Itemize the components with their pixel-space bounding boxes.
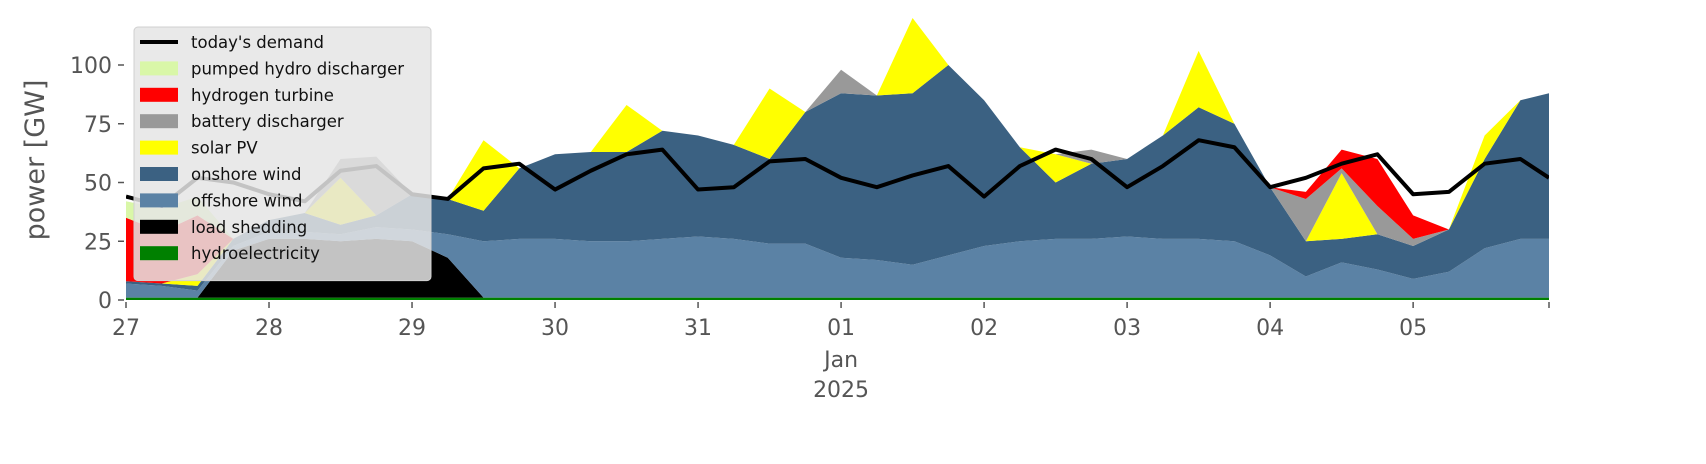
legend-swatch — [140, 246, 178, 261]
y-tick-label: 25 — [84, 230, 112, 255]
y-tick-label: 75 — [84, 113, 112, 138]
legend-label: onshore wind — [191, 165, 302, 184]
legend-swatch — [140, 87, 178, 102]
x-tick-label: 30 — [541, 316, 569, 341]
x-tick-label: 01 — [827, 316, 855, 341]
area — [126, 297, 1549, 300]
legend-swatch — [140, 193, 178, 208]
legend-swatch — [140, 219, 178, 234]
x-tick-label: 05 — [1399, 316, 1427, 341]
x-tick-label: 04 — [1256, 316, 1284, 341]
legend-label: solar PV — [191, 139, 258, 158]
legend-swatch — [140, 61, 178, 76]
area — [126, 18, 1549, 286]
legend-label: offshore wind — [191, 191, 302, 210]
legend-label: hydrogen turbine — [191, 86, 334, 105]
legend-swatch — [140, 114, 178, 129]
legend-label: hydroelectricity — [191, 244, 320, 263]
y-tick-label: 100 — [70, 54, 112, 79]
x-tick-label: 31 — [684, 316, 712, 341]
x-month-label: Jan — [822, 348, 858, 373]
y-tick-label: 0 — [98, 289, 112, 314]
x-tick-label: 28 — [255, 316, 283, 341]
legend: today's demand pumped hydro discharger hyd… — [133, 26, 432, 282]
legend-label: today's demand — [191, 33, 324, 52]
legend-label: pumped hydro discharger — [191, 59, 404, 78]
legend-box — [133, 26, 432, 282]
x-tick-label: 29 — [398, 316, 426, 341]
y-axis-label: power [GW] — [20, 80, 51, 241]
x-tick-label: 02 — [970, 316, 998, 341]
y-tick-label: 50 — [84, 172, 112, 197]
x-tick-label: 27 — [112, 316, 140, 341]
legend-label: battery discharger — [191, 112, 344, 131]
x-tick-label: 03 — [1113, 316, 1141, 341]
legend-swatch — [140, 167, 178, 181]
area — [126, 227, 1549, 298]
x-year-label: 2025 — [813, 378, 869, 403]
axes: 0 25 50 75 100 27 28 29 30 31 01 02 03 04 05 Jan 2025 — [70, 54, 1550, 403]
legend-swatch — [140, 140, 178, 155]
legend-label: load shedding — [191, 218, 307, 237]
